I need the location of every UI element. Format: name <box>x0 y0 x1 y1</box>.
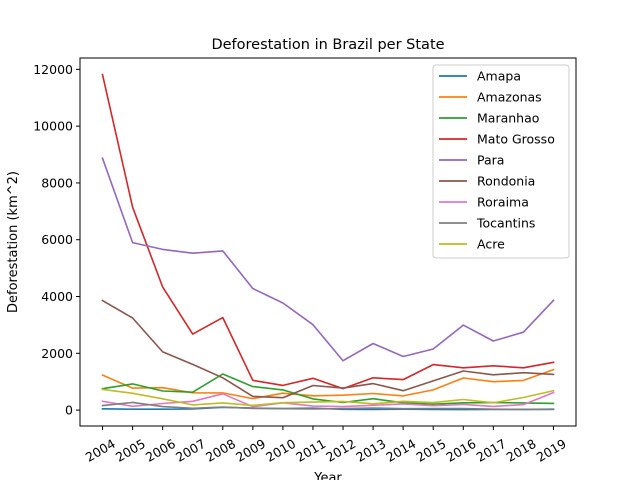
y-tick-label: 2000 <box>41 346 73 361</box>
series-line-maranhao <box>101 373 555 406</box>
series-line-amazonas <box>101 368 555 400</box>
x-tick-label: 2016 <box>444 436 479 465</box>
series-line-rondonia <box>101 299 555 399</box>
y-axis: 0 2000 4000 6000 8000 10000 12000 <box>33 62 80 418</box>
x-tick-label: 2010 <box>263 436 298 465</box>
chart-title: Deforestation in Brazil per State <box>211 37 444 53</box>
legend: Amapa Amazonas Maranhao Mato Grosso Para Rond… <box>432 64 570 259</box>
x-axis: 2004200520062007200820092010201120122013… <box>83 426 569 465</box>
legend-label-tocantins: Tocantins <box>476 216 535 231</box>
x-tick-label: 2008 <box>203 436 238 465</box>
x-tick-label: 2018 <box>504 436 539 465</box>
x-tick-label: 2017 <box>474 436 509 465</box>
x-tick-label: 2004 <box>83 436 118 465</box>
y-tick-label: 0 <box>65 403 73 418</box>
y-tick-label: 4000 <box>41 289 73 304</box>
series-line-mato-grosso <box>101 73 555 390</box>
legend-label-roraima: Roraima <box>477 195 529 210</box>
legend-label-acre: Acre <box>477 237 505 252</box>
x-tick-label: 2011 <box>293 436 328 465</box>
x-tick-label: 2005 <box>113 436 148 465</box>
legend-label-maranhao: Maranhao <box>477 111 539 126</box>
legend-label-mato-grosso: Mato Grosso <box>477 132 555 147</box>
y-tick-label: 6000 <box>41 232 73 247</box>
legend-label-amazonas: Amazonas <box>477 90 542 105</box>
x-tick-label: 2019 <box>534 436 569 465</box>
series-line-tocantins <box>101 401 555 411</box>
legend-label-rondonia: Rondonia <box>477 174 535 189</box>
legend-label-amapa: Amapa <box>477 69 521 84</box>
x-tick-label: 2009 <box>233 436 268 465</box>
series-line-acre <box>101 388 555 407</box>
legend-label-para: Para <box>477 153 504 168</box>
x-tick-label: 2014 <box>383 436 418 465</box>
x-tick-label: 2015 <box>413 436 448 465</box>
x-axis-label: Year <box>313 471 342 480</box>
x-tick-label: 2013 <box>353 436 388 465</box>
legend-box <box>432 64 570 259</box>
plot-lines <box>101 73 555 411</box>
plot-frame <box>79 57 577 427</box>
x-tick-label: 2007 <box>173 436 208 465</box>
series-line-para <box>101 157 555 362</box>
y-tick-label: 10000 <box>33 119 73 134</box>
x-tick-label: 2012 <box>323 436 358 465</box>
y-tick-label: 8000 <box>41 175 73 190</box>
y-tick-label: 12000 <box>33 62 73 77</box>
x-tick-label: 2006 <box>143 436 178 465</box>
y-axis-label: Deforestation (km^2) <box>6 171 21 313</box>
